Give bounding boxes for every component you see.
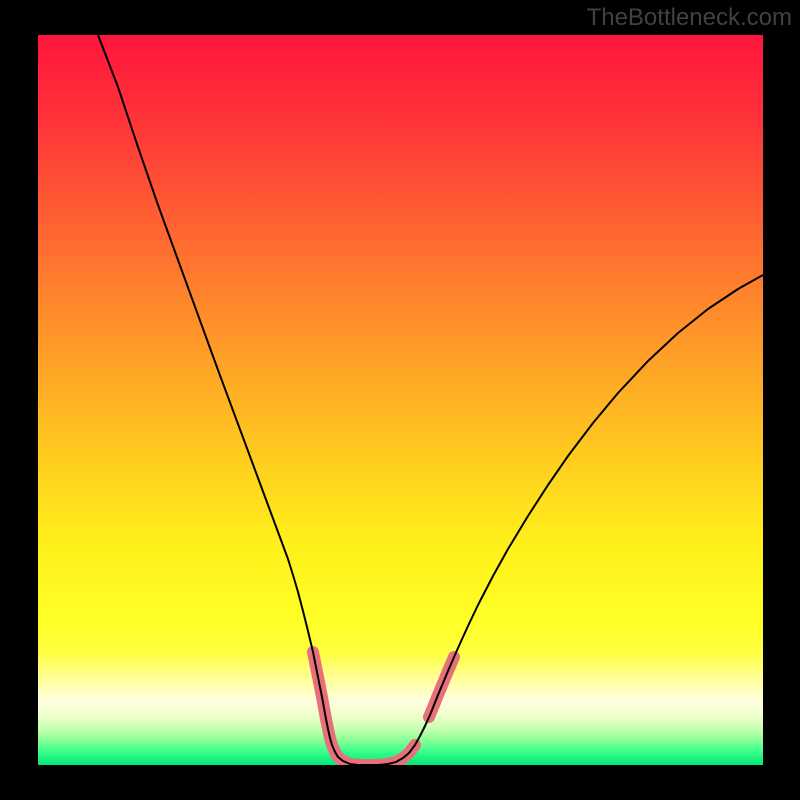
watermark-text: TheBottleneck.com: [587, 4, 792, 32]
plot-background: [38, 35, 763, 765]
plot-area: [38, 35, 763, 765]
chart-frame: TheBottleneck.com: [0, 0, 800, 800]
